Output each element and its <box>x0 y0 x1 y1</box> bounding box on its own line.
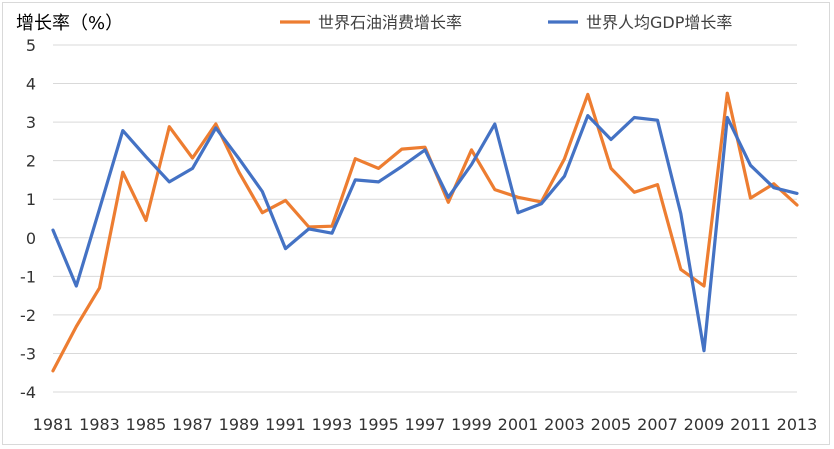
x-tick-label: 1989 <box>219 415 260 434</box>
x-tick-label: 2001 <box>498 415 539 434</box>
x-tick-label: 2011 <box>730 415 771 434</box>
series-line-2 <box>51 113 799 353</box>
chart-frame <box>2 2 830 445</box>
y-tick-label: -1 <box>20 267 36 286</box>
y-tick-label: -3 <box>20 344 36 363</box>
y-tick-label: 3 <box>26 113 36 132</box>
x-tick-label: 1983 <box>79 415 120 434</box>
legend: 世界石油消费增长率 世界人均GDP增长率 <box>280 13 732 32</box>
x-tick-label: 1987 <box>172 415 213 434</box>
x-tick-label: 2003 <box>544 415 585 434</box>
y-tick-label: 1 <box>26 190 36 209</box>
x-tick-label: 1993 <box>312 415 353 434</box>
y-tick-label: 4 <box>26 75 36 94</box>
x-tick-label: 1999 <box>451 415 492 434</box>
y-axis-label: 增长率（%） <box>16 13 123 34</box>
grid-lines <box>53 44 797 393</box>
series-line-1 <box>51 91 799 373</box>
x-tick-label: 2013 <box>777 415 818 434</box>
x-tick-label: 1997 <box>405 415 446 434</box>
y-tick-label: 0 <box>26 229 36 248</box>
y-tick-label: 2 <box>26 152 36 171</box>
x-tick-label: 1985 <box>126 415 167 434</box>
y-tick-label: -2 <box>20 306 36 325</box>
legend-label-2: 世界人均GDP增长率 <box>586 13 732 32</box>
series-lines <box>51 91 799 373</box>
x-tick-label: 1981 <box>33 415 74 434</box>
y-tick-labels: 5 4 3 2 1 0 -1 -2 -3 -4 <box>20 36 36 402</box>
y-tick-label: 5 <box>26 36 36 55</box>
x-tick-label: 2005 <box>591 415 632 434</box>
x-tick-label: 2009 <box>684 415 725 434</box>
x-tick-label: 2007 <box>637 415 678 434</box>
y-tick-label: -4 <box>20 383 36 402</box>
x-tick-label: 1991 <box>265 415 306 434</box>
x-tick-label: 1995 <box>358 415 399 434</box>
x-tick-labels: 1981 1983 1985 1987 1989 1991 1993 1995 1997 1999… <box>33 415 818 434</box>
legend-label-1: 世界石油消费增长率 <box>318 13 462 32</box>
